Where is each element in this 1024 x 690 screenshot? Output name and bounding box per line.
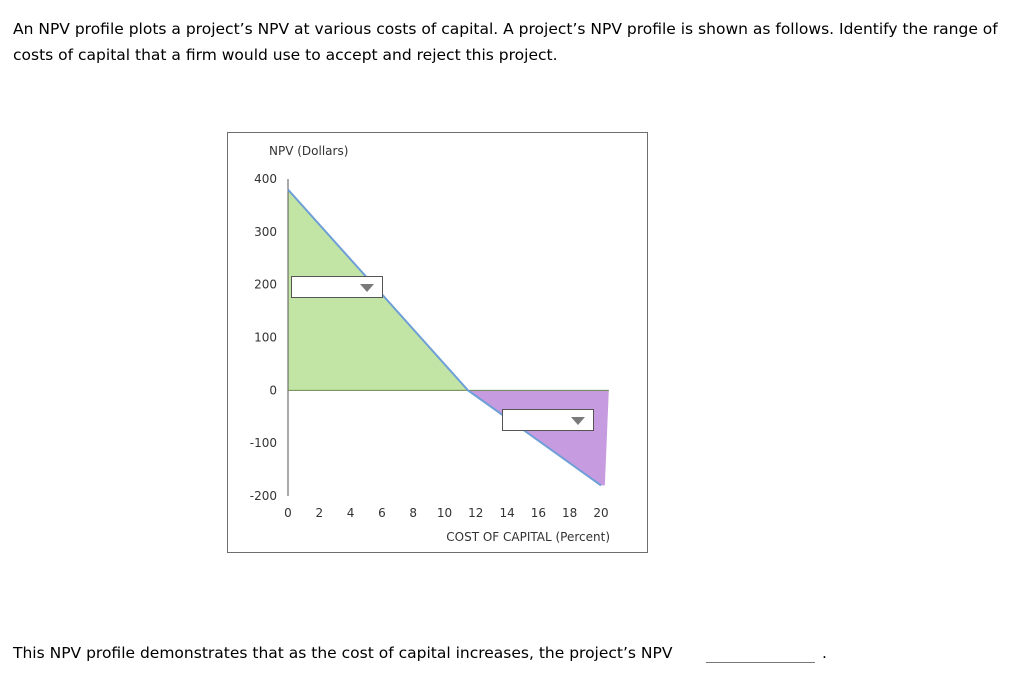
reject-region-dropdown[interactable] bbox=[502, 409, 594, 431]
x-tick-labels: 0 2 4 6 8 10 12 14 16 18 20 bbox=[284, 506, 608, 520]
x-tick-label: 0 bbox=[284, 506, 292, 520]
y-tick-label: -200 bbox=[250, 489, 277, 503]
y-tick-label: 0 bbox=[269, 383, 277, 397]
npv-trend-answer-blank[interactable] bbox=[706, 662, 815, 663]
question-text: An NPV profile plots a project’s NPV at … bbox=[13, 20, 998, 64]
y-tick-labels: 400 300 200 100 0 -100 -200 bbox=[250, 172, 277, 503]
x-tick-label: 16 bbox=[531, 506, 546, 520]
y-tick-label: 300 bbox=[254, 225, 277, 239]
x-tick-label: 14 bbox=[499, 506, 514, 520]
x-tick-label: 8 bbox=[409, 506, 417, 520]
y-tick-label: 200 bbox=[254, 278, 277, 292]
y-tick-label: 100 bbox=[254, 331, 277, 345]
npv-profile-chart: 400 300 200 100 0 -100 -200 0 2 4 6 8 10 12 14 16 18 20 … bbox=[227, 132, 648, 553]
npv-series-line bbox=[287, 188, 602, 487]
accept-region-dropdown[interactable] bbox=[291, 276, 383, 298]
x-tick-label: 4 bbox=[347, 506, 355, 520]
y-tick-label: 400 bbox=[254, 172, 277, 186]
y-axis-title: NPV (Dollars) bbox=[269, 144, 348, 158]
chevron-down-icon bbox=[571, 417, 585, 425]
x-tick-label: 18 bbox=[562, 506, 577, 520]
x-tick-label: 6 bbox=[378, 506, 386, 520]
x-tick-label: 12 bbox=[468, 506, 483, 520]
bottom-sentence: This NPV profile demonstrates that as th… bbox=[13, 644, 673, 662]
sentence-period: . bbox=[822, 644, 827, 662]
x-tick-label: 20 bbox=[593, 506, 608, 520]
x-tick-label: 10 bbox=[437, 506, 452, 520]
x-axis-title: COST OF CAPITAL (Percent) bbox=[446, 530, 610, 544]
x-tick-label: 2 bbox=[315, 506, 323, 520]
chevron-down-icon bbox=[360, 284, 374, 292]
y-tick-label: -100 bbox=[250, 436, 277, 450]
